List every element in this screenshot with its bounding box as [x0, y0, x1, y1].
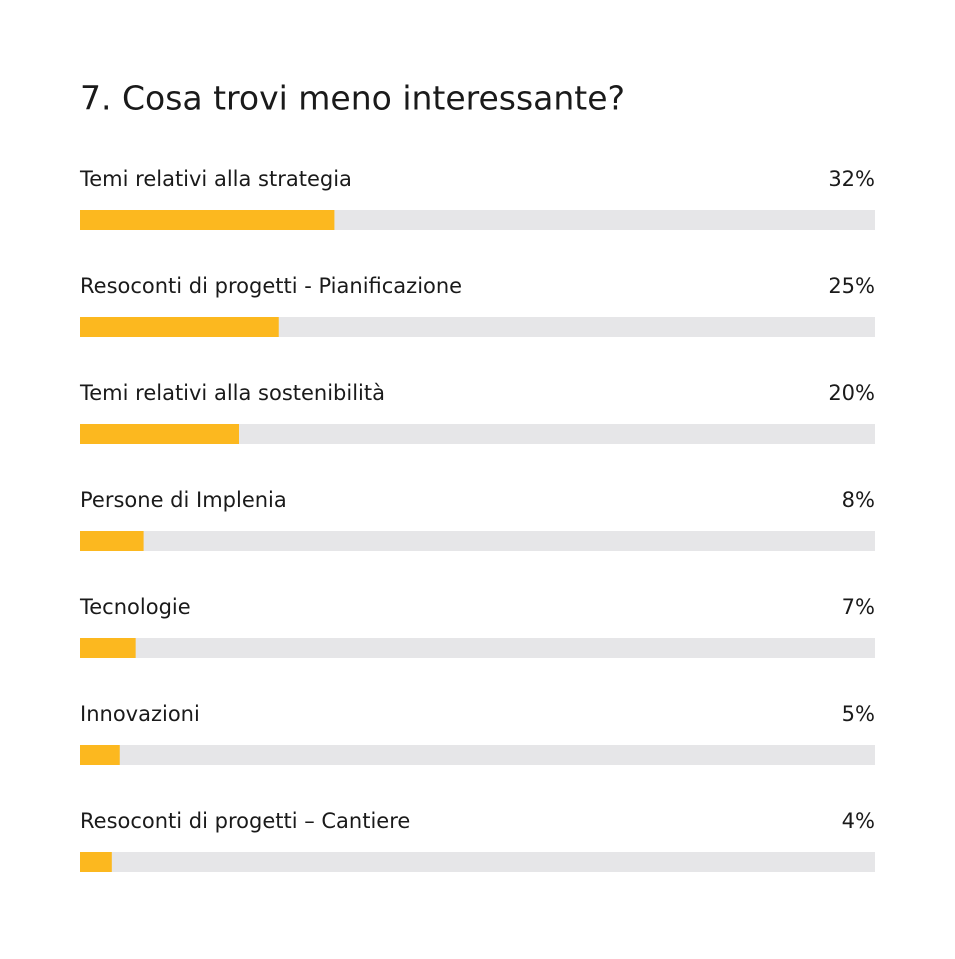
bar: [80, 531, 144, 551]
bar: [80, 638, 136, 658]
value-label: 8%: [842, 488, 875, 512]
category-label: Temi relativi alla strategia: [79, 167, 352, 191]
bar-track: [80, 745, 875, 765]
category-label: Resoconti di progetti – Cantiere: [80, 809, 410, 833]
bar-track: [80, 852, 875, 872]
chart-title: 7. Cosa trovi meno interessante?: [80, 79, 625, 118]
value-label: 20%: [828, 381, 875, 405]
bar: [80, 317, 279, 337]
category-label: Temi relativi alla sostenibilità: [79, 381, 385, 405]
bar-track: [80, 531, 875, 551]
bar: [80, 852, 112, 872]
category-label: Tecnologie: [79, 595, 191, 619]
bar: [80, 745, 120, 765]
bar: [80, 210, 335, 230]
category-label: Persone di Implenia: [80, 488, 287, 512]
bar-track: [80, 638, 875, 658]
value-label: 32%: [828, 167, 875, 191]
bar: [80, 424, 239, 444]
category-label: Resoconti di progetti - Pianificazione: [80, 274, 462, 298]
bar-track: [80, 424, 875, 444]
value-label: 7%: [842, 595, 875, 619]
value-label: 25%: [828, 274, 875, 298]
value-label: 4%: [842, 809, 875, 833]
value-label: 5%: [842, 702, 875, 726]
category-label: Innovazioni: [80, 702, 200, 726]
